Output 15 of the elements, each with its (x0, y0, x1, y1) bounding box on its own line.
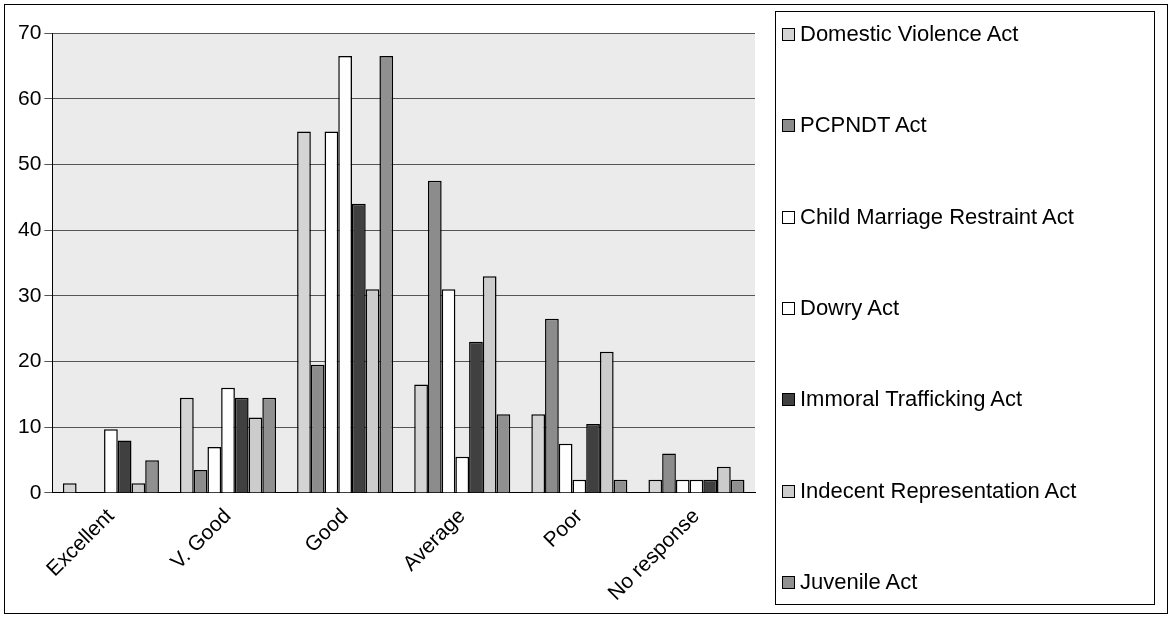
y-tick-label: 10 (18, 414, 42, 438)
y-tick-label: 50 (18, 151, 42, 175)
y-tick-label: 30 (18, 282, 42, 306)
y-tick-label: 70 (18, 19, 42, 43)
legend-label: Domestic Violence Act (800, 20, 1019, 48)
y-tick-label: 60 (18, 85, 42, 109)
legend-label: Juvenile Act (800, 567, 918, 596)
legend-label: Immoral Trafficking Act (800, 385, 1023, 414)
legend-label: Dowry Act (800, 294, 900, 322)
y-tick-label: 0 (29, 479, 42, 503)
legend-label: Indecent Representation Act (800, 476, 1077, 505)
y-tick-label: 40 (18, 216, 42, 240)
legend-label: Child Marriage Restraint Act (800, 202, 1074, 231)
y-tick-label: 20 (18, 348, 42, 372)
legend-label: PCPNDT Act (800, 111, 927, 140)
